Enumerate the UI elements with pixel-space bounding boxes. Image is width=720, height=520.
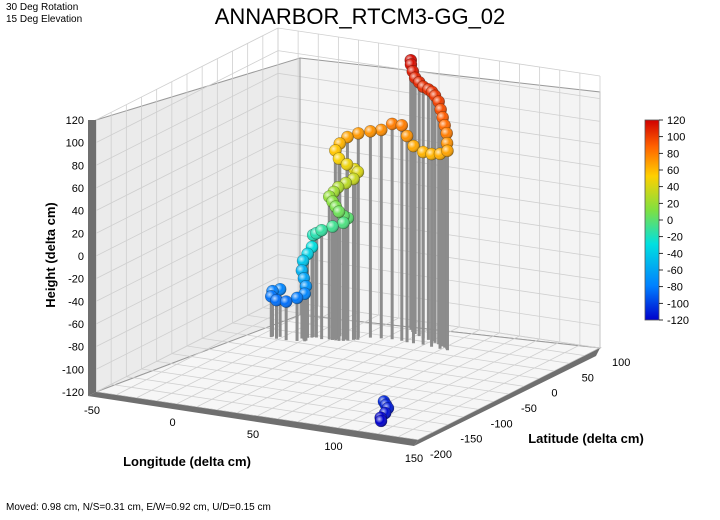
z-tick-label: 100 (66, 138, 84, 150)
grid-line-x-floor (397, 344, 581, 438)
data-point-highlight (352, 127, 365, 140)
data-points (264, 53, 454, 428)
grid-line-x-floor (276, 326, 460, 420)
z-axis-title: Height (delta cm) (43, 202, 58, 307)
x-tick-label: 50 (247, 429, 259, 441)
x-tick-label: 150 (405, 453, 423, 465)
grid-lines (95, 27, 601, 441)
y-axis-title: Latitude (delta cm) (528, 431, 644, 446)
data-point-highlight (270, 294, 283, 307)
data-point-highlight (297, 254, 310, 267)
data-point-highlight (441, 144, 454, 157)
z-tick-label: -80 (68, 342, 84, 354)
grid-line-x-floor (236, 320, 420, 414)
colorbar-tick-label: 0 (667, 215, 673, 227)
grid-line-x-floor (115, 302, 299, 396)
colorbar-ticks: 120 100 80 60 40 20 0 -20 -40 -60 -80 -100 -120 (659, 115, 689, 327)
z-tick-label: -100 (62, 364, 84, 376)
colorbar-tick-label: 100 (667, 132, 685, 144)
z-tick-label: -20 (68, 274, 84, 286)
z-tick-label: 80 (72, 160, 84, 172)
elevation-label: 15 Deg Elevation (6, 14, 83, 25)
status-line: Moved: 0.98 cm, N/S=0.31 cm, E/W=0.92 cm… (6, 502, 271, 513)
z-tick-label: 20 (72, 228, 84, 240)
y-tick-label: -150 (460, 434, 482, 446)
data-point-highlight (395, 119, 408, 132)
data-point-highlight (440, 127, 453, 140)
data-point-highlight (291, 291, 304, 304)
y-tick-label: -50 (521, 403, 537, 415)
colorbar (644, 119, 660, 321)
data-point-highlight (280, 295, 293, 308)
y-axis-bar (414, 348, 600, 446)
x-tick-label: -50 (84, 405, 100, 417)
y-tick-label: 100 (612, 357, 630, 369)
grid-line-x-floor (377, 341, 560, 435)
x-tick-label: 0 (169, 417, 175, 429)
z-tick-label: -60 (68, 319, 84, 331)
data-point-highlight (425, 148, 438, 161)
z-tick-label: 60 (72, 183, 84, 195)
view-info: 30 Deg Rotation 15 Deg Elevation (6, 2, 82, 26)
z-axis-bar (88, 120, 96, 396)
colorbar-tick-label: -120 (667, 315, 689, 327)
y-axis-ticks: -200 -150 -100 -50 0 50 100 (430, 357, 630, 461)
rotation-label: 30 Deg Rotation (6, 2, 79, 13)
z-tick-label: 120 (66, 115, 84, 127)
x-axis-bar (88, 392, 418, 446)
grid-line-x-floor (256, 323, 440, 417)
grid-line-x-floor (337, 335, 520, 429)
data-point-highlight (332, 205, 345, 218)
z-tick-label: 0 (78, 251, 84, 263)
colorbar-tick-label: -60 (667, 265, 683, 277)
x-tick-label: 100 (324, 441, 342, 453)
z-tick-label: -40 (68, 296, 84, 308)
z-tick-label: 40 (72, 206, 84, 218)
data-point-highlight (315, 224, 328, 237)
data-point-highlight (401, 130, 414, 142)
colorbar-tick-label: 40 (667, 182, 679, 194)
y-tick-label: 50 (582, 372, 594, 384)
z-axis-ticks: 120 100 80 60 40 20 0 -20 -40 -60 -80 -100 -120 (62, 115, 84, 399)
x-axis-title: Longitude (delta cm) (123, 454, 251, 469)
data-point-highlight (337, 216, 350, 229)
data-point-highlight (364, 125, 377, 138)
data-point-highlight (386, 117, 399, 130)
data-point-highlight (341, 158, 354, 171)
colorbar-tick-label: -80 (667, 282, 683, 294)
data-point-highlight (326, 220, 339, 233)
data-point-highlight (407, 140, 420, 153)
grid-line-x-floor (317, 332, 500, 426)
colorbar-tick-label: -40 (667, 248, 683, 260)
z-tick-label: -120 (62, 387, 84, 399)
data-point-highlight (375, 123, 388, 136)
grid-line-x-floor (136, 305, 319, 399)
x-axis-ticks: -50 0 50 100 150 (84, 405, 423, 465)
colorbar-tick-label: 60 (667, 165, 679, 177)
colorbar-tick-label: -20 (667, 232, 683, 244)
y-tick-label: -200 (430, 449, 452, 461)
grid-line-x-floor (216, 317, 399, 411)
colorbar-tick-label: 120 (667, 115, 685, 127)
data-point-highlight (375, 414, 388, 427)
colorbar-tick-label: 80 (667, 148, 679, 160)
grid-line-x-floor (95, 299, 279, 393)
colorbar-tick-label: -100 (667, 298, 689, 310)
colorbar-tick-label: 20 (667, 198, 679, 210)
y-tick-label: -100 (491, 418, 513, 430)
y-tick-label: 0 (551, 388, 557, 400)
chart-title: ANNARBOR_RTCM3-GG_02 (214, 4, 506, 29)
plot-3d: 120 100 80 60 40 20 0 -20 -40 -60 -80 -100 -120 -50 0… (43, 27, 689, 469)
